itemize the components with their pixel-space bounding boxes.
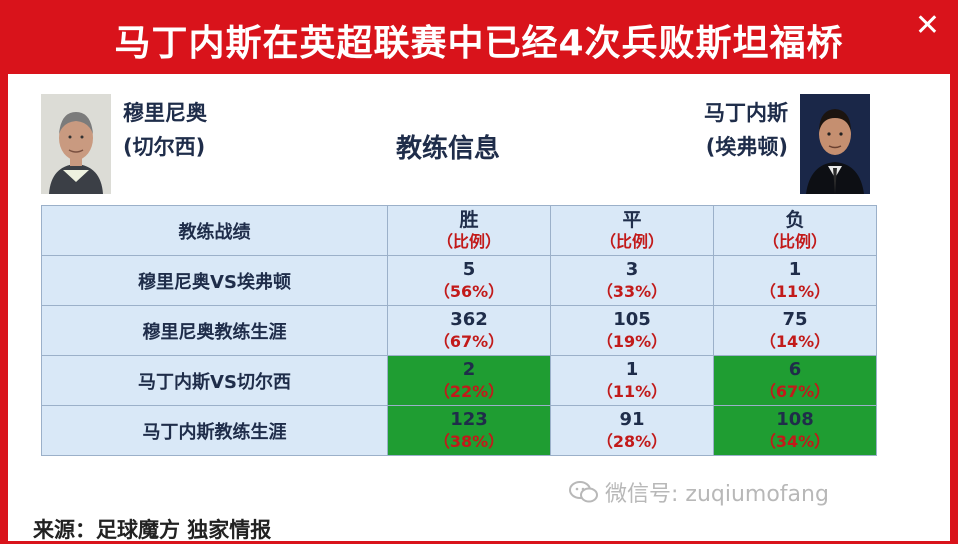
coach-left-info: 穆里尼奥 (切尔西) (123, 96, 207, 164)
cell-percent: （11%） (759, 281, 831, 301)
table-cell: 3 （33%） (550, 255, 714, 306)
portrait-icon (41, 94, 111, 194)
cell-value: 2 (462, 358, 476, 380)
cell-value: 362 (450, 308, 488, 330)
header-win-sub: （比例） (436, 231, 501, 251)
header-draw-sub: （比例） (599, 231, 664, 251)
cell-value: 105 (613, 308, 651, 330)
cell-percent: （33%） (596, 281, 668, 301)
cell-percent: （28%） (596, 431, 668, 451)
coach-left-team: (切尔西) (123, 135, 206, 159)
header-loss-label: 负 (785, 208, 805, 231)
table-row: 马丁内斯教练生涯 123 （38%） 91 （28%） 108 （34%） (41, 405, 877, 456)
row-label: 穆里尼奥教练生涯 (41, 305, 388, 356)
table-cell: 5 （56%） (387, 255, 551, 306)
header-draw: 平 （比例） (550, 205, 714, 256)
content-panel: 穆里尼奥 (切尔西) 教练信息 马丁内斯 (埃弗顿) 教练战绩 胜 （比例） (8, 74, 950, 542)
table-header-row: 教练战绩 胜 （比例） 平 （比例） 负 （比例） (41, 205, 877, 256)
cell-percent: （67%） (433, 331, 505, 351)
row-label: 马丁内斯教练生涯 (41, 405, 388, 456)
cell-value: 3 (625, 258, 639, 280)
cell-percent: （22%） (433, 381, 505, 401)
wechat-watermark: 微信号: zuqiumofang (569, 476, 829, 508)
table-cell: 75 （14%） (713, 305, 877, 356)
table-cell: 1 （11%） (550, 355, 714, 406)
table-cell: 1 （11%） (713, 255, 877, 306)
table-cell-highlight: 2 （22%） (387, 355, 551, 406)
coach-right-name: 马丁内斯 (704, 101, 788, 125)
table-row: 马丁内斯VS切尔西 2 （22%） 1 （11%） 6 （67%） (41, 355, 877, 406)
stats-table: 教练战绩 胜 （比例） 平 （比例） 负 （比例） 穆里尼奥VS埃弗顿 5 （56… (41, 205, 877, 456)
cell-value: 1 (625, 358, 639, 380)
section-title: 教练信息 (396, 134, 501, 164)
header-draw-label: 平 (622, 208, 642, 231)
cell-value: 75 (782, 308, 808, 330)
source-text: 来源：足球魔方 独家情报 (33, 518, 272, 542)
cell-value: 1 (788, 258, 802, 280)
cell-percent: （19%） (596, 331, 668, 351)
cell-percent: （11%） (596, 381, 668, 401)
cell-value: 123 (450, 408, 488, 430)
table-cell: 91 （28%） (550, 405, 714, 456)
cell-percent: （34%） (759, 431, 831, 451)
table-row: 穆里尼奥教练生涯 362 （67%） 105 （19%） 75 （14%） (41, 305, 877, 356)
cell-value: 108 (776, 408, 814, 430)
header-label: 教练战绩 (41, 205, 388, 256)
cell-value: 5 (462, 258, 476, 280)
header-loss-sub: （比例） (762, 231, 827, 251)
coach-right-info: 马丁内斯 (埃弗顿) (704, 96, 788, 164)
cell-value: 6 (788, 358, 802, 380)
header-loss: 负 （比例） (713, 205, 877, 256)
cell-percent: （56%） (433, 281, 505, 301)
page-title: 马丁内斯在英超联赛中已经4次兵败斯坦福桥 (114, 23, 844, 64)
table-cell-highlight: 123 （38%） (387, 405, 551, 456)
watermark-text: 微信号: zuqiumofang (605, 482, 829, 507)
header-win: 胜 （比例） (387, 205, 551, 256)
header-banner: 马丁内斯在英超联赛中已经4次兵败斯坦福桥 ✕ (0, 0, 958, 74)
table-cell: 362 （67%） (387, 305, 551, 356)
row-label: 马丁内斯VS切尔西 (41, 355, 388, 406)
header-win-label: 胜 (459, 208, 479, 231)
row-label: 穆里尼奥VS埃弗顿 (41, 255, 388, 306)
table-cell: 105 （19%） (550, 305, 714, 356)
cell-value: 91 (619, 408, 645, 430)
portrait-icon (800, 94, 870, 194)
wechat-icon (569, 481, 598, 503)
close-icon[interactable]: ✕ (914, 8, 940, 43)
coach-photo-martinez (800, 94, 870, 194)
table-cell-highlight: 6 （67%） (713, 355, 877, 406)
coach-left-name: 穆里尼奥 (123, 101, 207, 125)
coach-photo-mourinho (41, 94, 111, 194)
cell-percent: （14%） (759, 331, 831, 351)
cell-percent: （38%） (433, 431, 505, 451)
table-row: 穆里尼奥VS埃弗顿 5 （56%） 3 （33%） 1 （11%） (41, 255, 877, 306)
coach-right-team: (埃弗顿) (705, 135, 788, 159)
table-cell-highlight: 108 （34%） (713, 405, 877, 456)
cell-percent: （67%） (759, 381, 831, 401)
